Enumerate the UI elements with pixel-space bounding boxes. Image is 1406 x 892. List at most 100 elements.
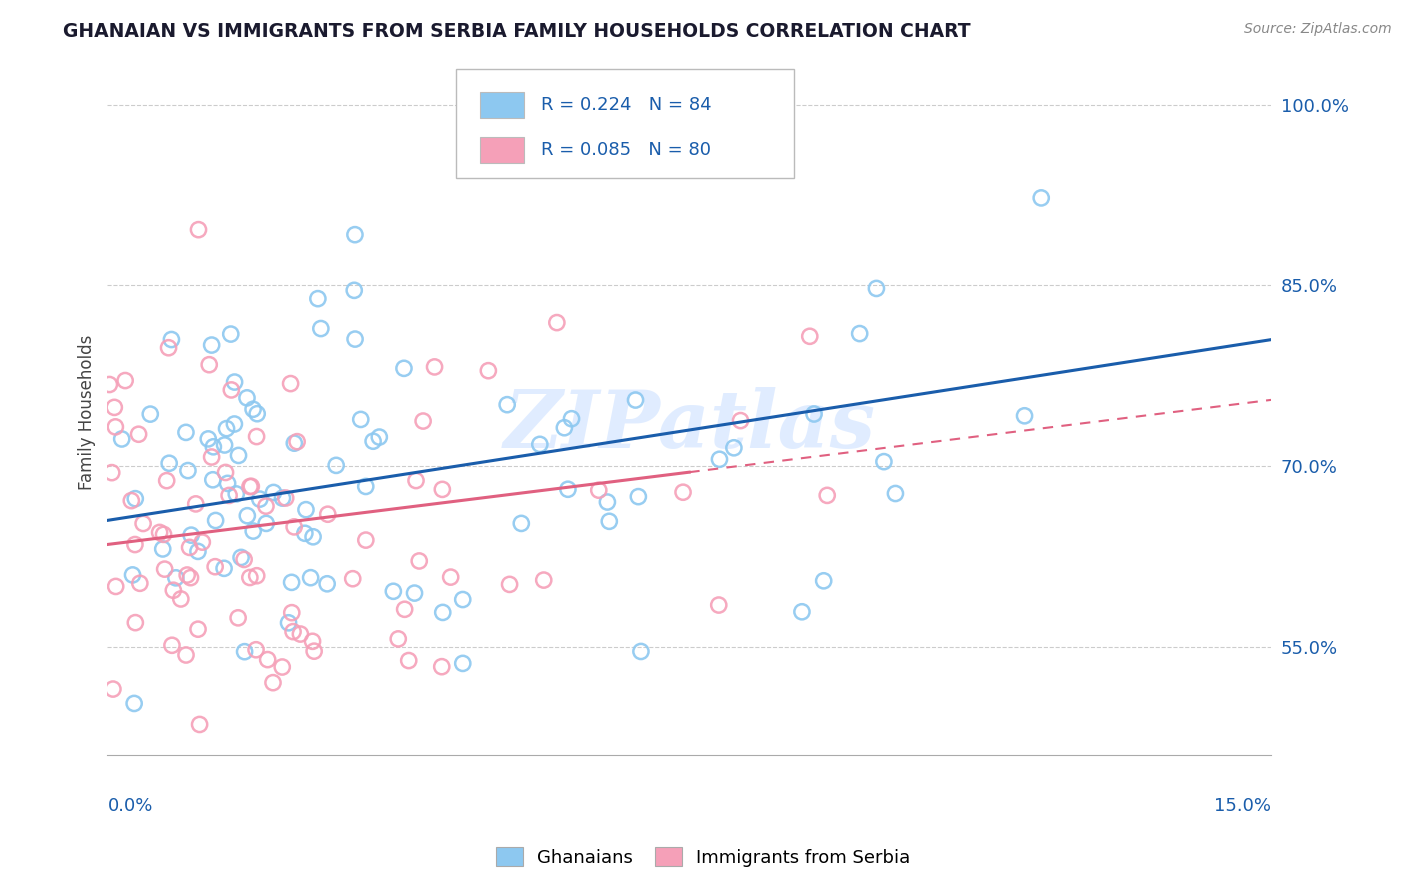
Point [240, 479, 263, 493]
Point [239, 479, 262, 493]
Point [149, 525, 172, 540]
Point [242, 524, 264, 538]
Point [122, 697, 145, 711]
Point [225, 487, 247, 501]
Point [598, 514, 620, 528]
Point [214, 438, 236, 452]
Point [630, 644, 652, 658]
Point [884, 486, 907, 500]
Point [361, 434, 384, 449]
Point [104, 420, 127, 434]
Text: 15.0%: 15.0% [1215, 797, 1271, 814]
Point [219, 327, 242, 342]
Point [103, 401, 125, 415]
Y-axis label: Family Households: Family Households [79, 334, 96, 490]
Point [790, 605, 813, 619]
Point [271, 491, 294, 505]
Point [254, 499, 277, 513]
Point [120, 493, 142, 508]
Point [201, 450, 224, 464]
Text: R = 0.085   N = 80: R = 0.085 N = 80 [541, 141, 711, 159]
Point [302, 530, 325, 544]
Point [124, 491, 146, 506]
Point [226, 611, 249, 625]
Point [813, 574, 835, 588]
Point [283, 436, 305, 450]
Point [368, 430, 391, 444]
Point [174, 425, 197, 440]
Point [188, 717, 211, 731]
Point [285, 434, 308, 449]
Point [624, 392, 647, 407]
Point [157, 341, 180, 355]
Point [301, 634, 323, 648]
Point [187, 222, 209, 236]
Point [152, 541, 174, 556]
Point [139, 407, 162, 421]
Point [202, 440, 225, 454]
Point [262, 675, 284, 690]
Point [451, 592, 474, 607]
Point [254, 516, 277, 531]
Point [672, 485, 695, 500]
Point [228, 449, 250, 463]
Point [553, 421, 575, 435]
Point [229, 550, 252, 565]
Point [198, 358, 221, 372]
Point [398, 654, 420, 668]
Point [290, 627, 312, 641]
Point [307, 292, 329, 306]
Point [179, 541, 201, 555]
Point [561, 411, 583, 425]
Point [236, 391, 259, 405]
Point [124, 615, 146, 630]
Point [187, 544, 209, 558]
Point [707, 598, 730, 612]
Point [299, 571, 322, 585]
Point [274, 491, 297, 505]
Point [596, 495, 619, 509]
Point [132, 516, 155, 531]
Point [432, 606, 454, 620]
Point [316, 576, 339, 591]
Point [280, 575, 302, 590]
Point [440, 570, 463, 584]
Point [184, 497, 207, 511]
Point [865, 281, 887, 295]
Point [157, 456, 180, 470]
Point [246, 568, 269, 582]
Text: R = 0.224   N = 84: R = 0.224 N = 84 [541, 96, 711, 114]
Point [730, 414, 752, 428]
Point [224, 417, 246, 431]
Point [104, 579, 127, 593]
Point [723, 441, 745, 455]
Point [848, 326, 870, 341]
Point [256, 652, 278, 666]
Text: GHANAIAN VS IMMIGRANTS FROM SERBIA FAMILY HOUSEHOLDS CORRELATION CHART: GHANAIAN VS IMMIGRANTS FROM SERBIA FAMIL… [63, 22, 972, 41]
Point [271, 660, 294, 674]
Point [316, 507, 339, 521]
Point [557, 483, 579, 497]
Point [1014, 409, 1036, 423]
Point [215, 421, 238, 435]
Point [873, 455, 896, 469]
Point [201, 338, 224, 352]
Point [533, 573, 555, 587]
Point [124, 537, 146, 551]
Point [430, 659, 453, 673]
Point [224, 375, 246, 389]
Point [162, 583, 184, 598]
Point [309, 321, 332, 335]
FancyBboxPatch shape [479, 92, 524, 118]
Point [325, 458, 347, 473]
Point [201, 473, 224, 487]
Point [294, 526, 316, 541]
Point [204, 559, 226, 574]
Point [160, 333, 183, 347]
Point [263, 485, 285, 500]
Point [177, 464, 200, 478]
Point [342, 572, 364, 586]
Text: Source: ZipAtlas.com: Source: ZipAtlas.com [1244, 22, 1392, 37]
Point [280, 376, 302, 391]
Point [408, 554, 430, 568]
